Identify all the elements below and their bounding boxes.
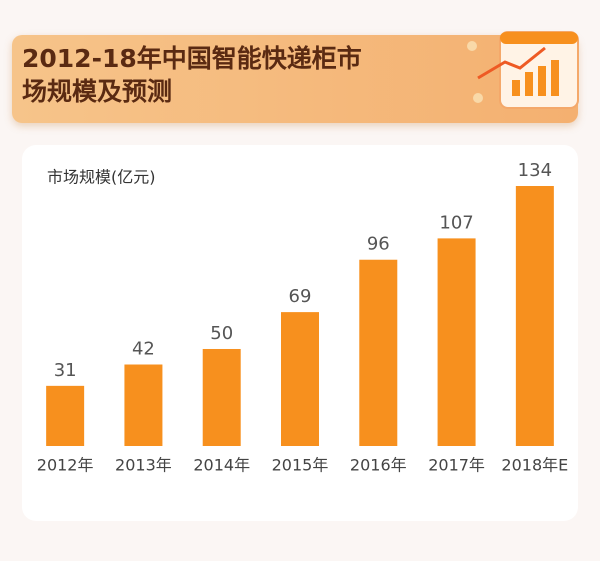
bar	[281, 312, 319, 446]
value-label: 50	[210, 323, 233, 344]
bar	[202, 348, 241, 446]
x-tick-label: 2017年	[428, 456, 485, 475]
bar	[515, 186, 554, 446]
x-tick-label: 2015年	[272, 456, 329, 475]
x-tick-label: 2014年	[193, 456, 250, 475]
value-label: 31	[54, 360, 77, 381]
value-label: 42	[132, 339, 155, 360]
bar	[46, 385, 85, 446]
bar	[437, 238, 476, 446]
value-label: 96	[367, 234, 390, 255]
bar	[124, 364, 163, 446]
x-tick-label: 2013年	[115, 456, 172, 475]
bar	[359, 259, 398, 446]
value-label: 134	[518, 160, 552, 181]
value-label: 107	[439, 212, 473, 233]
y-axis-label: 市场规模(亿元)	[47, 168, 156, 187]
x-tick-label: 2012年	[37, 456, 94, 475]
title-banner	[12, 35, 578, 123]
x-tick-label: 2016年	[350, 456, 407, 475]
value-label: 69	[289, 286, 312, 307]
chart-title: 2012-18年中国智能快递柜市场规模及预测	[22, 44, 362, 106]
icon	[467, 31, 579, 109]
x-tick-label: 2018年E	[501, 456, 568, 475]
